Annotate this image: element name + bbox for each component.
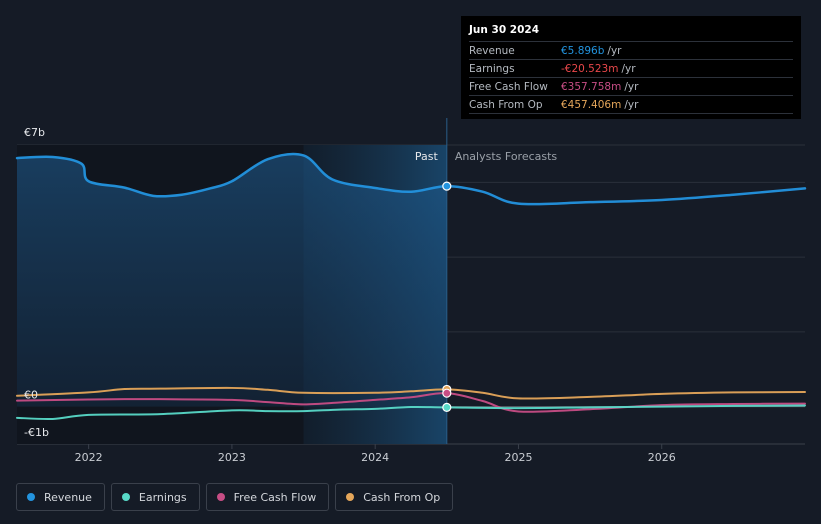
x-tick-label: 2026 [648, 451, 676, 464]
y-tick-label: -€1b [24, 426, 49, 439]
tooltip-row-unit: /yr [624, 98, 639, 111]
tooltip-row-unit: /yr [624, 80, 639, 93]
legend-label: Earnings [138, 490, 187, 504]
earnings-line [16, 404, 806, 421]
tooltip-row-unit: /yr [621, 62, 636, 75]
tooltip-row-unit: /yr [607, 44, 622, 57]
series-layer [15, 152, 807, 421]
legend-label: Revenue [44, 490, 92, 504]
tooltip-row-value: -€20.523m [561, 62, 619, 75]
y-tick-label: €0 [24, 389, 38, 402]
revenue-dot-icon [27, 493, 35, 501]
tooltip: Jun 30 2024 Revenue €5.896b /yr Earnings… [461, 16, 801, 119]
forecast-label: Analysts Forecasts [455, 150, 558, 163]
tooltip-row-label: Revenue [469, 44, 515, 57]
axis-ticks: €7b €0 -€1b 2022 2023 2024 2025 2026 [24, 126, 676, 464]
cash-from-op-dot-icon [346, 493, 355, 501]
earnings-dot-icon [121, 493, 130, 501]
x-tick-label: 2025 [504, 451, 532, 464]
highlight-markers [442, 181, 452, 412]
tooltip-date: Jun 30 2024 [469, 24, 540, 36]
x-tick-label: 2023 [218, 451, 246, 464]
free-cash-flow-marker [442, 388, 452, 398]
legend-item-cash-from-op[interactable]: Cash From Op [335, 483, 454, 511]
y-tick-label: €7b [24, 126, 45, 139]
free-cash-flow-dot-icon [216, 493, 225, 501]
legend: Revenue Earnings Free Cash Flow Cash Fro… [16, 483, 454, 511]
revenue-line [15, 152, 807, 206]
legend-label: Free Cash Flow [233, 490, 317, 504]
tooltip-row-label: Earnings [469, 62, 515, 75]
x-tick-label: 2024 [361, 451, 389, 464]
x-tick-label: 2022 [75, 451, 103, 464]
tooltip-row-label: Cash From Op [469, 98, 543, 111]
cash-from-op-line [16, 386, 806, 400]
tooltip-row-free-cash-flow: Free Cash Flow €357.758m /yr [469, 77, 793, 95]
tooltip-row-earnings: Earnings -€20.523m /yr [469, 59, 793, 77]
tooltip-row-revenue: Revenue €5.896b /yr [469, 41, 793, 59]
legend-label: Cash From Op [363, 490, 441, 504]
past-label: Past [415, 150, 439, 163]
legend-item-revenue[interactable]: Revenue [16, 483, 105, 511]
tooltip-row-value: €457.406m [561, 98, 622, 111]
revenue-area [17, 153, 447, 407]
earnings-marker [442, 402, 452, 412]
tooltip-row-value: €357.758m [561, 80, 622, 93]
legend-item-earnings[interactable]: Earnings [110, 483, 200, 511]
chart: €7b €0 -€1b 2022 2023 2024 2025 2026 Past Analy… [15, 118, 807, 464]
revenue-marker [442, 181, 452, 191]
tooltip-row-value: €5.896b [561, 44, 605, 57]
legend-item-free-cash-flow[interactable]: Free Cash Flow [205, 483, 330, 511]
tooltip-row-label: Free Cash Flow [469, 80, 548, 93]
tooltip-row-cash-from-op: Cash From Op €457.406m /yr [469, 95, 793, 114]
